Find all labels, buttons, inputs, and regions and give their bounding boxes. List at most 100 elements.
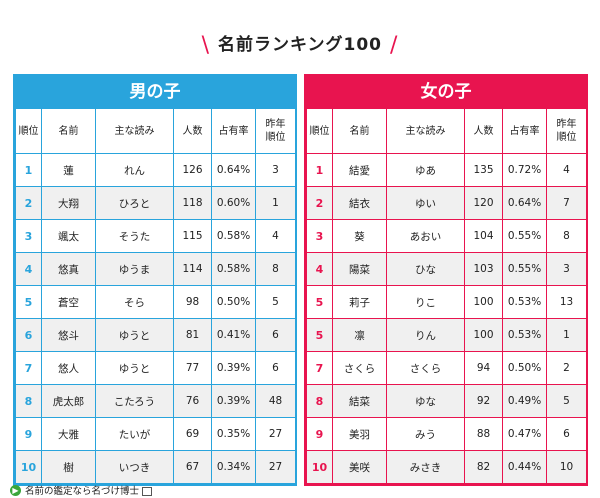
last-year-rank-cell: 8 bbox=[546, 219, 587, 253]
reading-cell: こたろう bbox=[95, 384, 174, 418]
count-cell: 114 bbox=[173, 252, 212, 286]
name-cell: 蓮 bbox=[41, 153, 96, 187]
name-cell: 美羽 bbox=[332, 417, 387, 451]
boys-ranking-row: 1 蓮れん 126 0.64% 3 bbox=[15, 153, 296, 187]
last-year-rank-cell: 10 bbox=[546, 450, 587, 484]
name-cell: 莉子 bbox=[332, 285, 387, 319]
rank-cell: 5 bbox=[306, 318, 333, 352]
reading-cell: ゆな bbox=[386, 384, 465, 418]
footer-link-text[interactable]: 名前の鑑定なら名づけ博士 bbox=[25, 486, 140, 497]
name-cell: 結愛 bbox=[332, 153, 387, 187]
count-cell: 126 bbox=[173, 153, 212, 187]
reading-cell: さくら bbox=[386, 351, 465, 385]
share-cell: 0.72% bbox=[502, 153, 547, 187]
boys-ranking-row: 3 颯太 そうた 115 0.58% 4 bbox=[15, 219, 296, 253]
count-cell: 98 bbox=[173, 285, 212, 319]
rank-cell: 3 bbox=[15, 219, 42, 253]
boys-ranking-row: 8 虎太郎 こたろう 76 0.39% 48 bbox=[15, 384, 296, 418]
reading-cell: ひな bbox=[386, 252, 465, 286]
girls-heading: 女の子 bbox=[306, 76, 586, 108]
boys-ranking-row: 9 大雅 たいが 69 0.35% 27 bbox=[15, 417, 296, 451]
name-cell: 大雅 bbox=[41, 417, 96, 451]
rank-cell: 8 bbox=[15, 384, 42, 418]
boys-ranking-row: 5 蒼空 そら 98 0.50% 5 bbox=[15, 285, 296, 319]
arrow-right-circle-icon: ▶ bbox=[10, 484, 21, 496]
name-cell: 虎太郎 bbox=[41, 384, 96, 418]
share-cell: 0.64% bbox=[502, 186, 547, 220]
last-year-rank-cell: 1 bbox=[546, 318, 587, 352]
share-cell: 0.58% bbox=[211, 219, 256, 253]
count-cell: 100 bbox=[464, 318, 503, 352]
name-cell: 陽菜 bbox=[332, 252, 387, 286]
rank-cell: 2 bbox=[306, 186, 333, 220]
last-year-rank-cell: 3 bbox=[255, 153, 296, 187]
name-cell: 美咲 bbox=[332, 450, 387, 484]
girls-ranking-row: 5 凛りん 100 0.53% 1 bbox=[306, 318, 587, 352]
last-year-rank-cell: 4 bbox=[255, 219, 296, 253]
share-cell: 0.60% bbox=[211, 186, 256, 220]
girls-ranking-row: 1 結愛 ゆあ 135 0.72% 4 bbox=[306, 153, 587, 187]
page-title: \ 名前ランキング100 / bbox=[0, 30, 600, 58]
reading-cell: ゆうと bbox=[95, 351, 174, 385]
footer-link[interactable]: ▶ 名前の鑑定なら名づけ博士 bbox=[10, 483, 153, 497]
rank-cell: 4 bbox=[15, 252, 42, 286]
count-cell: 82 bbox=[464, 450, 503, 484]
count-cell: 94 bbox=[464, 351, 503, 385]
rank-cell: 10 bbox=[306, 450, 333, 484]
name-cell: 樹 bbox=[41, 450, 96, 484]
external-window-icon bbox=[142, 486, 153, 496]
boys-header-row: 順位 名前 主な読み 人数 占有率 昨年 順位 bbox=[15, 108, 296, 154]
girls-ranking-row: 10 美咲 みさき 82 0.44% 10 bbox=[306, 450, 587, 484]
rank-cell: 10 bbox=[15, 450, 42, 484]
rank-cell: 5 bbox=[15, 285, 42, 319]
name-cell: 悠真 bbox=[41, 252, 96, 286]
count-cell: 135 bbox=[464, 153, 503, 187]
share-cell: 0.55% bbox=[502, 219, 547, 253]
reading-cell: みう bbox=[386, 417, 465, 451]
col-last-year: 昨年 順位 bbox=[546, 108, 587, 154]
reading-cell: そら bbox=[95, 285, 174, 319]
girls-ranking-row: 2 結衣 ゆい 120 0.64% 7 bbox=[306, 186, 587, 220]
share-cell: 0.55% bbox=[502, 252, 547, 286]
boys-ranking-table: 順位 名前 主な読み 人数 占有率 昨年 順位 1 蓮れん 126 0.64% 3 2 大翔ひ… bbox=[15, 108, 296, 484]
reading-cell: たいが bbox=[95, 417, 174, 451]
count-cell: 100 bbox=[464, 285, 503, 319]
title-text: 名前ランキング100 bbox=[218, 35, 382, 55]
last-year-rank-cell: 13 bbox=[546, 285, 587, 319]
col-rank: 順位 bbox=[306, 108, 333, 154]
last-year-rank-cell: 6 bbox=[255, 318, 296, 352]
rank-cell: 4 bbox=[306, 252, 333, 286]
reading-cell: そうた bbox=[95, 219, 174, 253]
count-cell: 118 bbox=[173, 186, 212, 220]
count-cell: 77 bbox=[173, 351, 212, 385]
girls-header-row: 順位 名前 主な読み 人数 占有率 昨年 順位 bbox=[306, 108, 587, 154]
count-cell: 88 bbox=[464, 417, 503, 451]
share-cell: 0.41% bbox=[211, 318, 256, 352]
share-cell: 0.53% bbox=[502, 285, 547, 319]
title-slash-right-icon: / bbox=[389, 33, 399, 58]
share-cell: 0.58% bbox=[211, 252, 256, 286]
count-cell: 81 bbox=[173, 318, 212, 352]
boys-ranking-row: 2 大翔 ひろと 118 0.60% 1 bbox=[15, 186, 296, 220]
last-year-rank-cell: 48 bbox=[255, 384, 296, 418]
last-year-rank-cell: 3 bbox=[546, 252, 587, 286]
last-year-rank-cell: 27 bbox=[255, 450, 296, 484]
girls-ranking-row: 5 莉子 りこ 100 0.53% 13 bbox=[306, 285, 587, 319]
reading-cell: いつき bbox=[95, 450, 174, 484]
last-year-rank-cell: 2 bbox=[546, 351, 587, 385]
count-cell: 120 bbox=[464, 186, 503, 220]
share-cell: 0.39% bbox=[211, 351, 256, 385]
share-cell: 0.47% bbox=[502, 417, 547, 451]
name-cell: 悠人 bbox=[41, 351, 96, 385]
rank-cell: 5 bbox=[306, 285, 333, 319]
rank-cell: 9 bbox=[306, 417, 333, 451]
rank-cell: 3 bbox=[306, 219, 333, 253]
name-cell: 結菜 bbox=[332, 384, 387, 418]
last-year-rank-cell: 1 bbox=[255, 186, 296, 220]
boys-ranking-panel: 男の子 順位 名前 主な読み 人数 占有率 昨年 順位 1 蓮れん 126 0.64% 3… bbox=[13, 74, 297, 486]
name-cell: 大翔 bbox=[41, 186, 96, 220]
share-cell: 0.53% bbox=[502, 318, 547, 352]
name-cell: 凛 bbox=[332, 318, 387, 352]
last-year-rank-cell: 4 bbox=[546, 153, 587, 187]
rank-cell: 2 bbox=[15, 186, 42, 220]
